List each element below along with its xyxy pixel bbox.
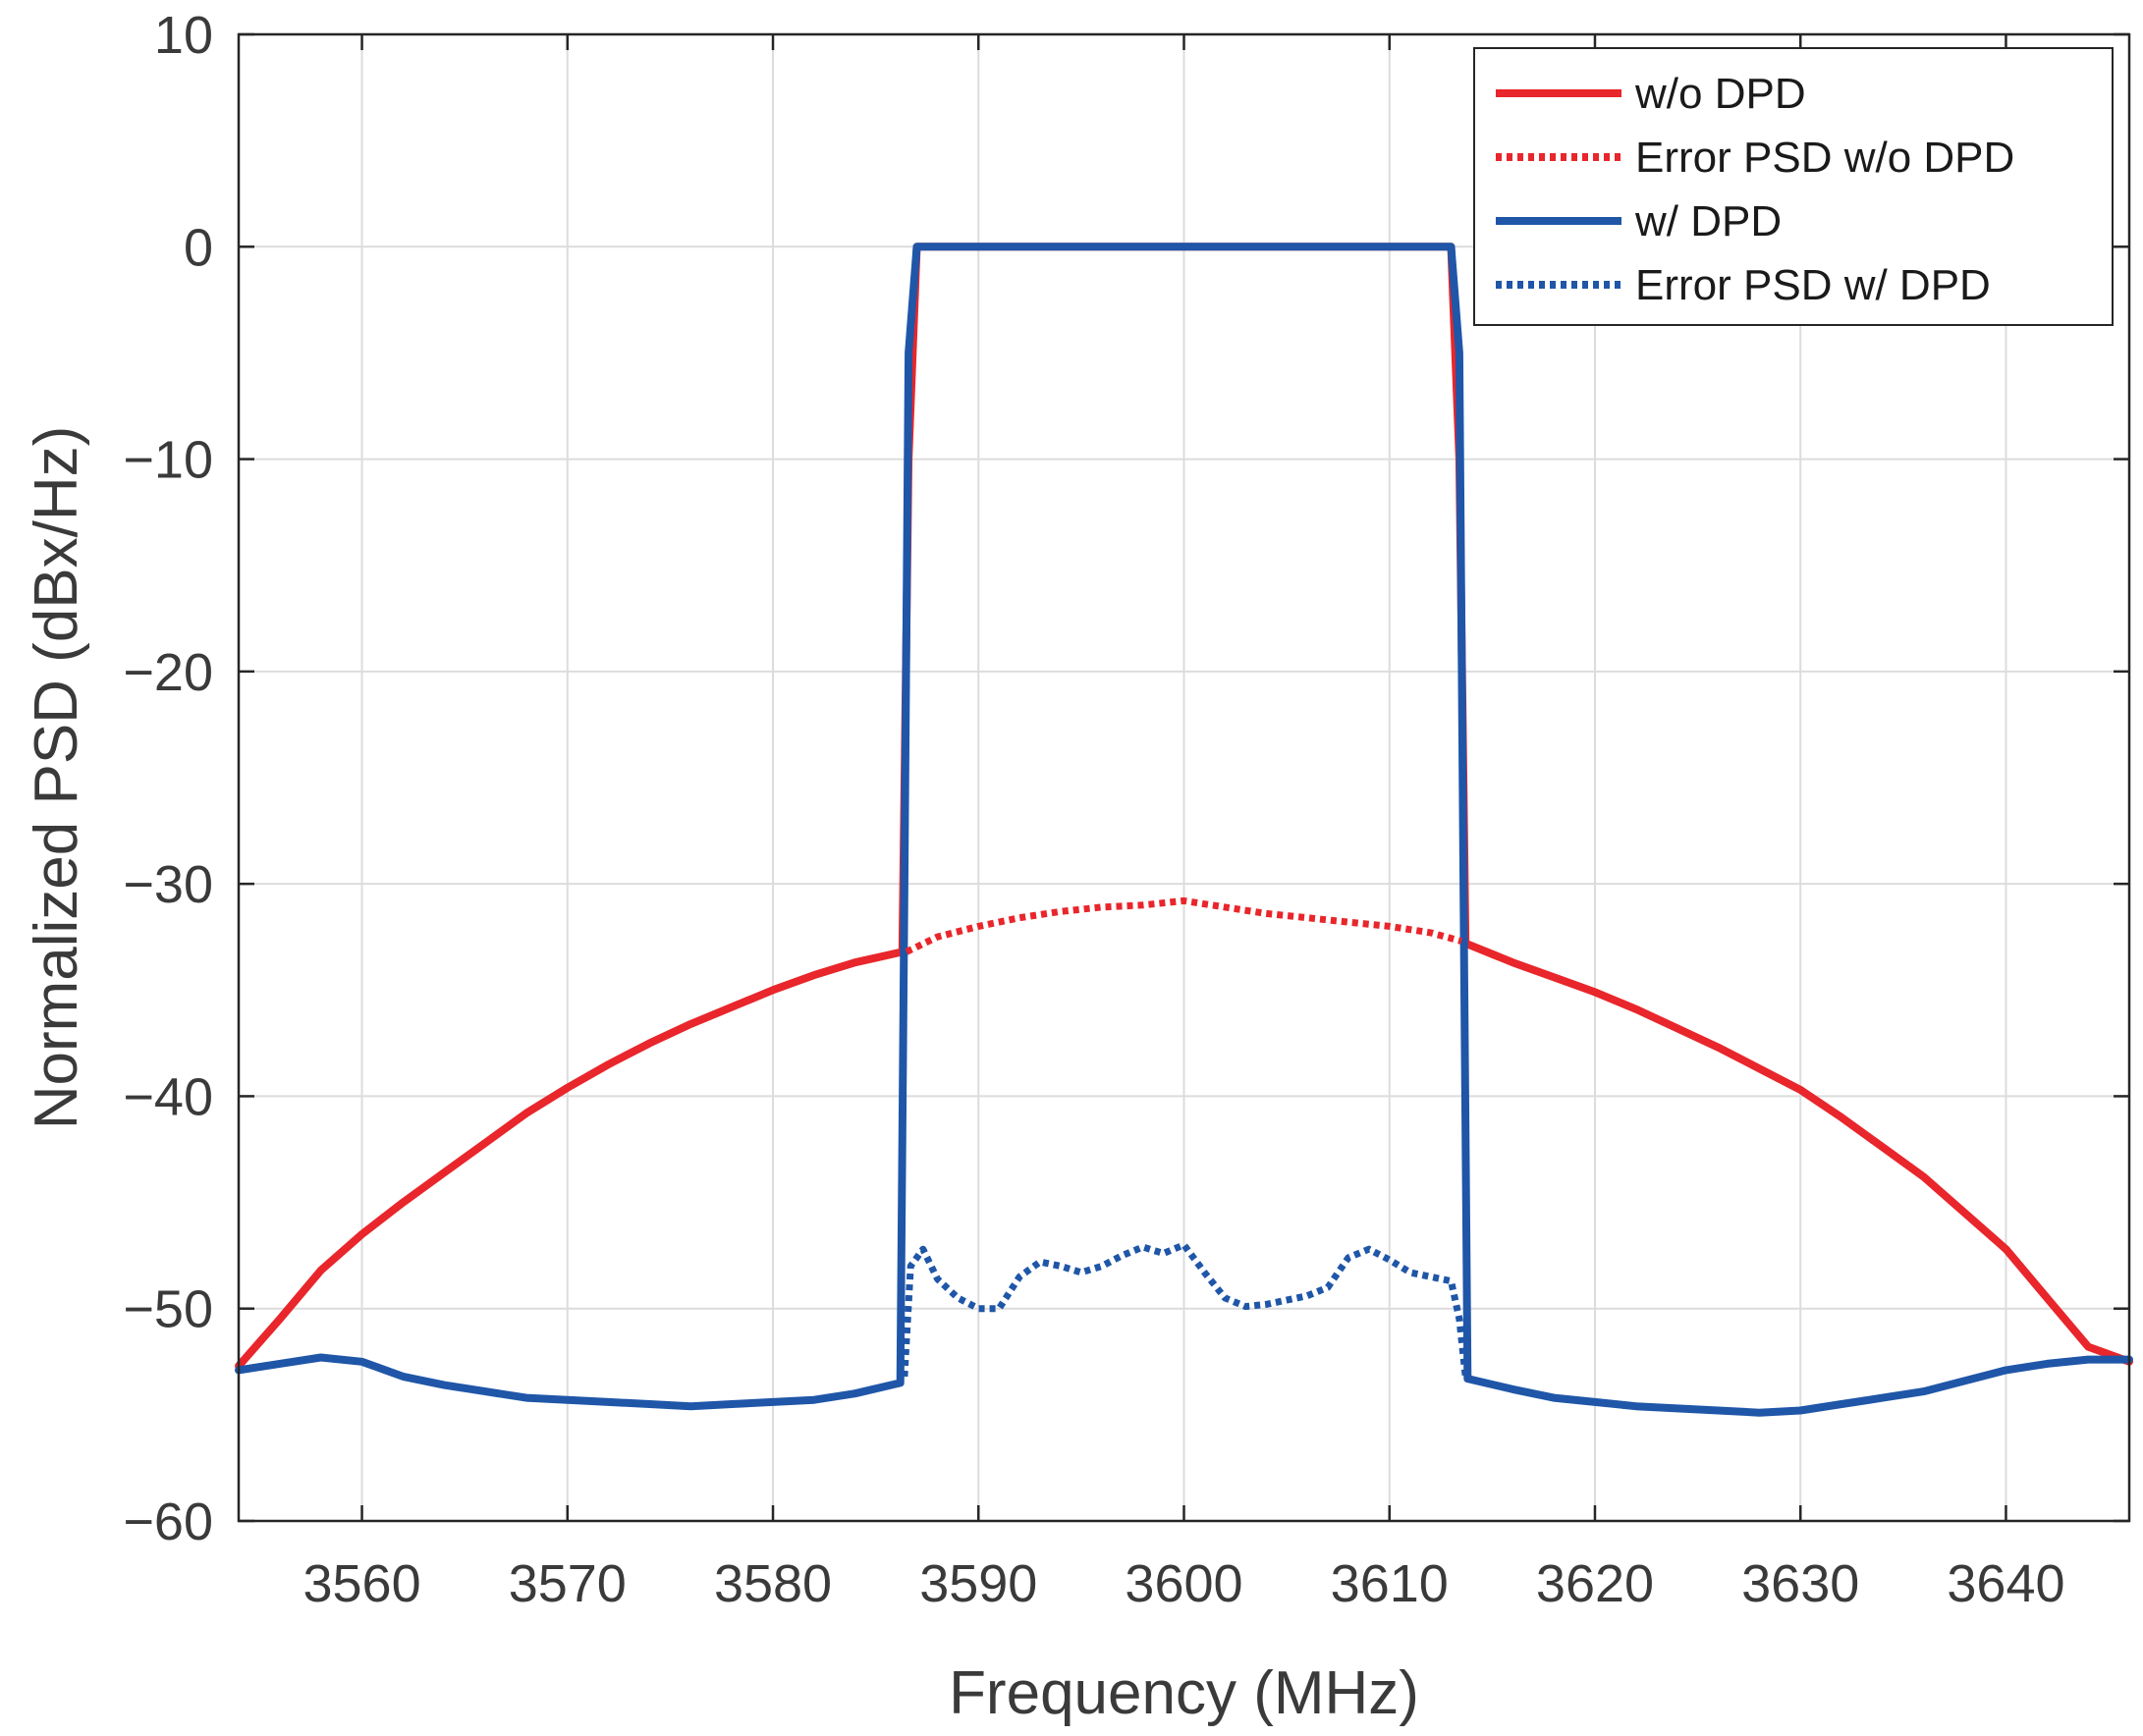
y-tick-label: −10 [123, 431, 213, 490]
x-tick-label: 3590 [919, 1554, 1037, 1613]
x-tick-label: 3580 [714, 1554, 832, 1613]
legend-entry-label: Error PSD w/ DPD [1635, 261, 1991, 309]
y-tick-label: 0 [184, 218, 213, 277]
series-line-1 [905, 896, 1462, 955]
x-tick-label: 3600 [1125, 1554, 1242, 1613]
x-axis-label: Frequency (MHz) [949, 1659, 1419, 1727]
y-tick-labels: 10 0 −10 −20 −30 −40 −50 −60 [123, 6, 213, 1551]
y-tick-label: −60 [123, 1492, 213, 1551]
series-line-2 [235, 243, 2133, 1417]
x-tick-label: 3640 [1947, 1554, 2064, 1613]
y-tick-label: −40 [123, 1067, 213, 1126]
y-tick-label: −50 [123, 1280, 213, 1339]
x-tick-label: 3560 [302, 1554, 420, 1613]
axis-ticks [239, 32, 2129, 1523]
x-tick-labels: 3560 3570 3580 3590 3600 3610 3620 3630 3640 [302, 1554, 2064, 1613]
x-tick-label: 3620 [1536, 1554, 1654, 1613]
y-tick-label: −20 [123, 643, 213, 702]
legend-entry-label: w/ DPD [1634, 197, 1782, 245]
legend: w/o DPD Error PSD w/o DPD w/ DPD Error PSD … [1473, 47, 2114, 326]
y-axis-label: Normalized PSD (dBx/Hz) [23, 426, 90, 1130]
x-tick-label: 3570 [509, 1554, 627, 1613]
legend-entry-label: w/o DPD [1634, 70, 1806, 118]
legend-entry-label: Error PSD w/o DPD [1635, 134, 2014, 182]
y-tick-label: 10 [154, 6, 213, 65]
x-tick-label: 3610 [1331, 1554, 1449, 1613]
x-tick-label: 3630 [1741, 1554, 1859, 1613]
y-tick-label: −30 [123, 855, 213, 914]
plot-series [235, 243, 2133, 1417]
